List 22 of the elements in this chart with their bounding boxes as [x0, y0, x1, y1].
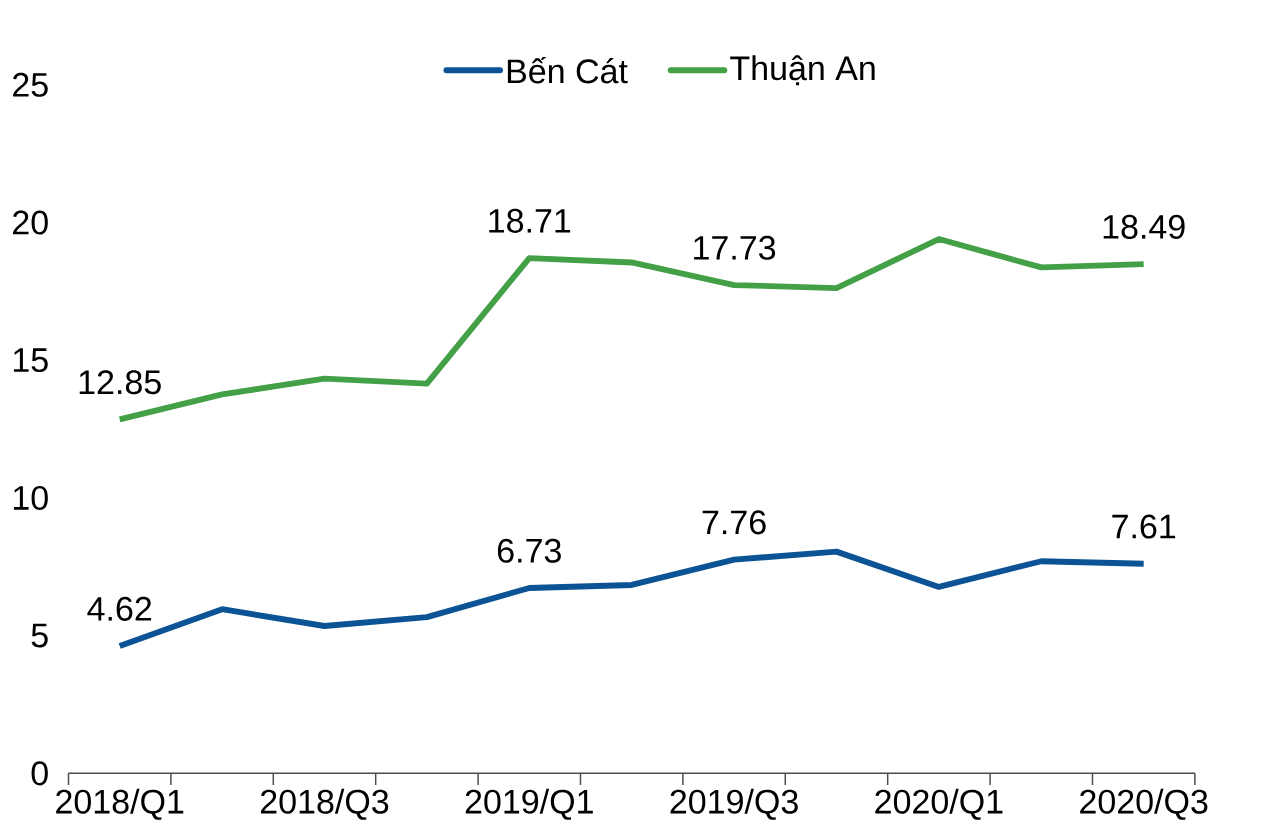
- x-tick-label: 2020/Q3: [1080, 788, 1208, 820]
- data-label: 4.62: [87, 596, 152, 621]
- legend-label: Thuận An: [730, 55, 875, 86]
- y-tick-label: 20: [13, 210, 48, 235]
- x-tick-label: 2019/Q3: [670, 788, 798, 820]
- data-label: 7.76: [702, 510, 766, 535]
- y-tick-label: 15: [13, 348, 48, 373]
- data-label: 12.85: [79, 370, 161, 395]
- x-tick-label: 2018/Q3: [260, 788, 389, 820]
- y-tick-label: 25: [13, 72, 48, 97]
- x-tick-label: 2019/Q1: [465, 788, 593, 820]
- data-label: 7.61: [1112, 514, 1176, 539]
- y-tick-label: 0: [31, 761, 48, 786]
- y-tick-label: 10: [13, 485, 48, 511]
- y-tick-label: 5: [31, 623, 48, 648]
- x-tick-label: 2020/Q1: [875, 788, 1003, 820]
- legend-label: Bến Cát: [507, 57, 628, 84]
- x-tick-label: 2018/Q1: [56, 788, 184, 820]
- data-label: 18.71: [489, 208, 571, 233]
- data-label: 17.73: [694, 235, 776, 260]
- data-label: 18.49: [1103, 214, 1185, 240]
- data-label: 6.73: [497, 538, 561, 563]
